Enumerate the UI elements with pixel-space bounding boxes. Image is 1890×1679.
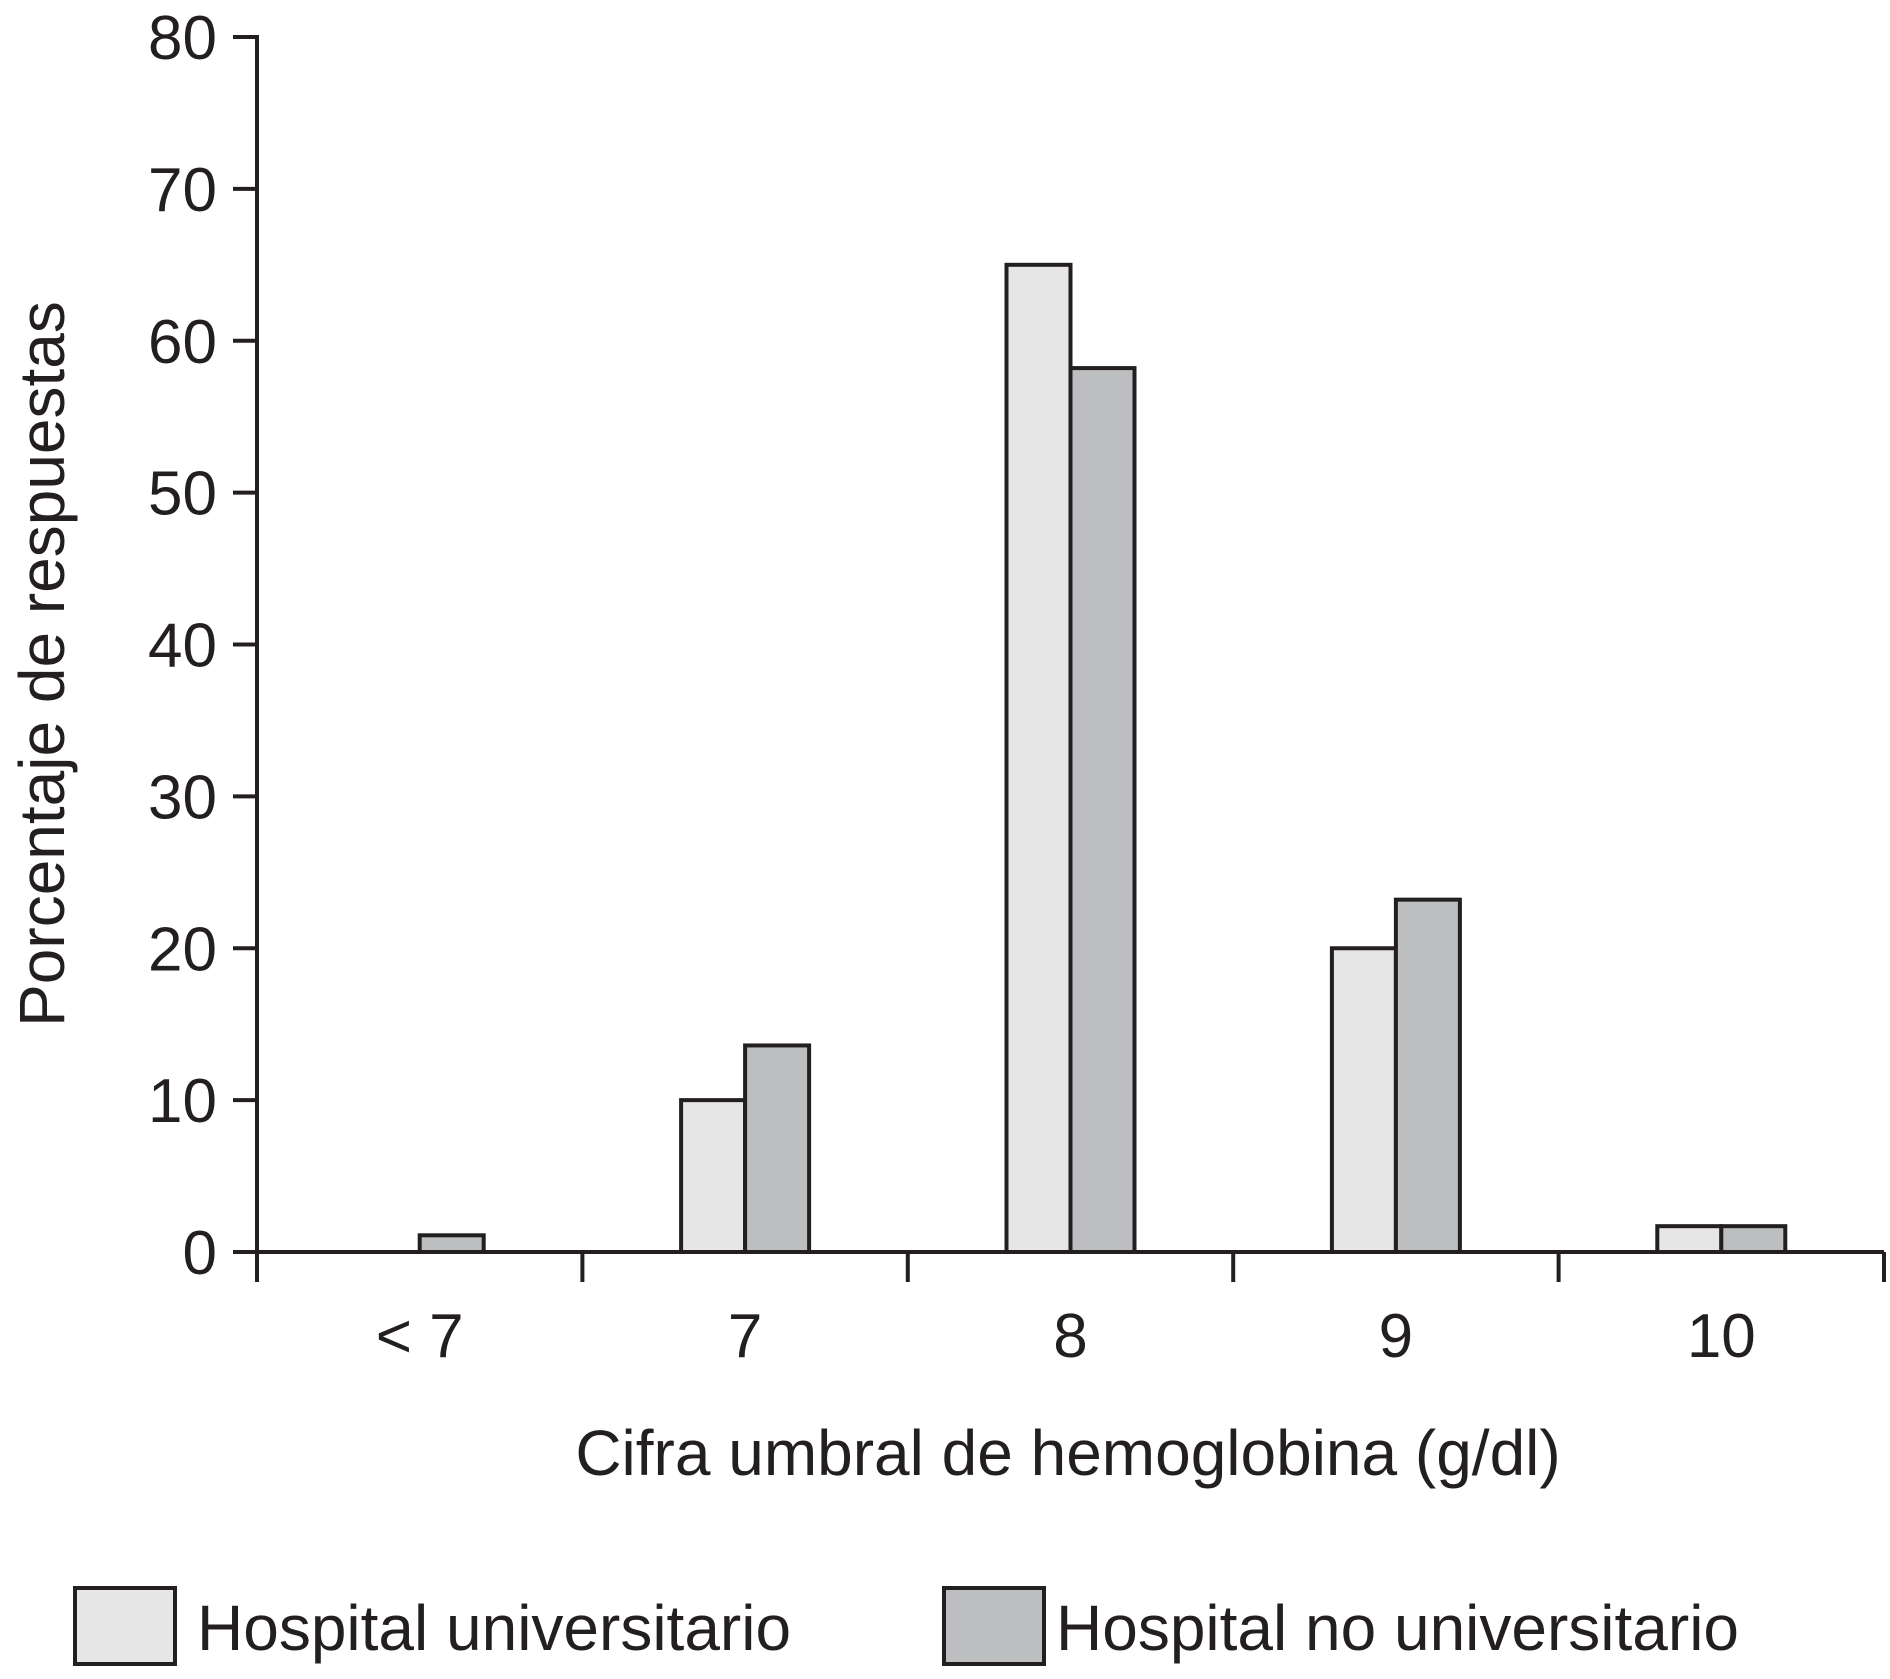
x-tick-label: < 7	[376, 1302, 464, 1371]
bar-universitario	[1004, 262, 1073, 1254]
y-tick-label: 20	[148, 915, 217, 984]
y-tick-label: 60	[148, 308, 217, 377]
x-tick-label: 9	[1379, 1302, 1413, 1371]
legend-swatch	[73, 1586, 177, 1666]
y-axis-title: Porcentaje de respuestas	[6, 301, 78, 1027]
x-axis: < 7 7 8 9 10	[255, 1250, 1886, 1371]
bar-no-universitario	[1068, 366, 1137, 1254]
bar-no-universitario	[417, 1233, 486, 1254]
bar-no-universitario	[1393, 897, 1462, 1255]
bar-no-universitario	[1719, 1224, 1788, 1255]
bars	[417, 262, 1788, 1255]
y-tick-label: 0	[183, 1219, 217, 1288]
legend-label: Hospital no universitario	[1056, 1592, 1739, 1664]
x-tick-label: 7	[728, 1302, 762, 1371]
y-tick-label: 50	[148, 460, 217, 529]
y-tick-label: 80	[148, 4, 217, 73]
y-tick-label: 70	[148, 156, 217, 225]
y-tick-label: 10	[148, 1067, 217, 1136]
legend: Hospital universitario Hospital no univer…	[73, 1586, 1739, 1666]
legend-swatch	[942, 1586, 1046, 1666]
bar-universitario	[1655, 1224, 1724, 1255]
y-axis: 0 10 20 30 40 50 60 70 80	[148, 4, 259, 1288]
legend-label: Hospital universitario	[197, 1592, 791, 1664]
bar-no-universitario	[743, 1043, 812, 1254]
y-tick-label: 40	[148, 612, 217, 681]
bar-universitario	[1329, 946, 1398, 1254]
y-tick-label: 30	[148, 763, 217, 832]
x-tick-label: 10	[1687, 1302, 1756, 1371]
bar-universitario	[679, 1098, 748, 1254]
x-tick-label: 8	[1053, 1302, 1087, 1371]
x-axis-title: Cifra umbral de hemoglobina (g/dl)	[575, 1417, 1560, 1489]
